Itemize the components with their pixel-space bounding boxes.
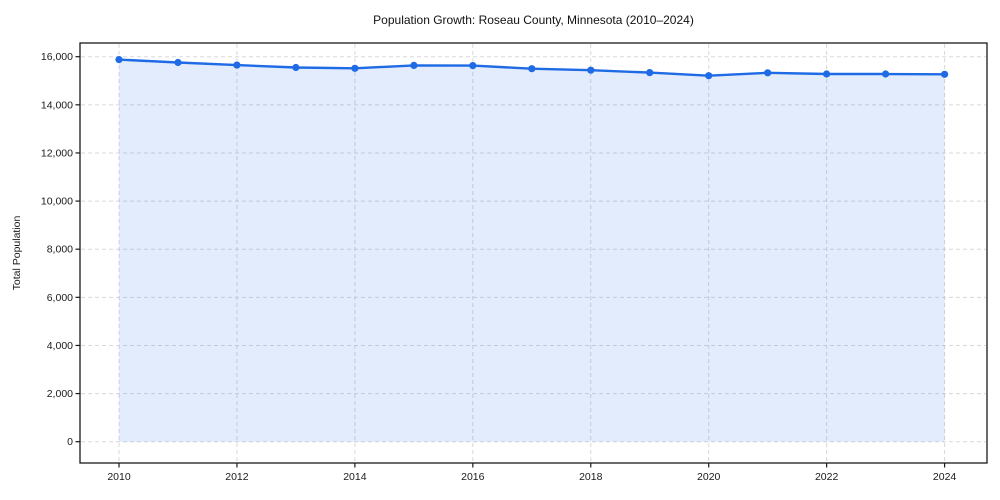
y-tick-label: 0 [67,436,73,448]
x-tick-label: 2018 [579,471,603,483]
data-point [882,70,890,78]
data-point [528,65,536,73]
y-tick-label: 6,000 [47,292,73,304]
y-tick-label: 10,000 [41,196,73,208]
x-tick-label: 2016 [461,471,485,483]
y-tick-label: 8,000 [47,244,73,256]
y-tick-label: 14,000 [41,99,73,111]
area-fill [119,59,945,442]
data-point [646,69,654,77]
plot-background [80,43,987,463]
chart-title: Population Growth: Roseau County, Minnes… [373,13,694,27]
data-point [705,72,713,80]
y-tick-label: 12,000 [41,147,73,159]
data-point [351,64,359,72]
y-tick-label: 2,000 [47,388,73,400]
data-point [233,61,241,69]
y-tick-label: 4,000 [47,340,73,352]
data-point [941,70,949,78]
data-point [410,61,418,69]
data-point [823,70,831,78]
plot-border [79,42,988,464]
data-point [174,58,182,67]
x-tick-label: 2024 [933,471,957,483]
y-tick-label: 16,000 [41,51,73,63]
x-tick-label: 2010 [107,471,131,483]
data-point [115,56,123,64]
x-tick-label: 2022 [815,471,839,483]
data-point [469,62,477,70]
data-point [587,66,595,74]
x-tick-label: 2014 [343,471,367,483]
x-tick-label: 2012 [225,471,249,483]
data-point [292,63,300,72]
x-tick-label: 2020 [697,471,721,483]
data-point [764,69,772,77]
